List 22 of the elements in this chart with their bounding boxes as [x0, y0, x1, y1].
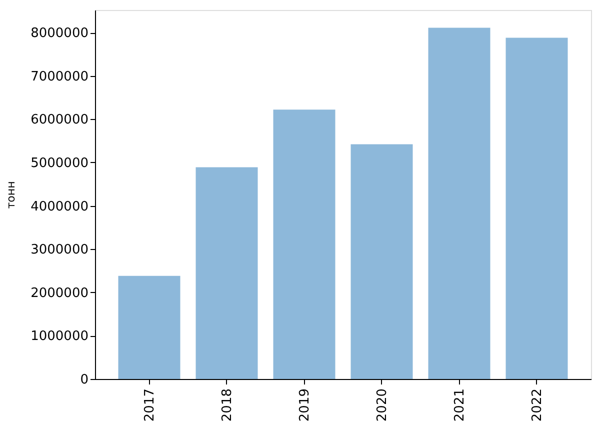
x-tick-label: 2021	[452, 388, 468, 422]
y-tick-label: 3000000	[30, 242, 88, 258]
bar	[273, 110, 336, 379]
bar	[350, 144, 413, 379]
x-tick-label: 2020	[374, 388, 390, 422]
y-tick-label: 1000000	[30, 329, 88, 344]
y-tick-label: 6000000	[30, 112, 88, 128]
bar	[428, 28, 490, 379]
bar	[506, 38, 568, 379]
y-tick-label: 5000000	[30, 156, 88, 171]
y-tick-label: 2000000	[30, 286, 88, 301]
bar	[196, 167, 258, 379]
y-axis-title: тонн	[4, 181, 18, 209]
y-tick-label: 4000000	[30, 199, 88, 214]
x-tick-label: 2019	[297, 388, 312, 422]
x-tick-label: 2022	[530, 388, 545, 422]
x-tick-label: 2018	[220, 388, 235, 422]
y-tick-label: 8000000	[30, 26, 88, 42]
x-tick-label: 2017	[142, 388, 158, 422]
y-tick-label: 0	[80, 372, 88, 388]
y-tick-label: 7000000	[30, 69, 88, 84]
bar	[118, 276, 180, 379]
